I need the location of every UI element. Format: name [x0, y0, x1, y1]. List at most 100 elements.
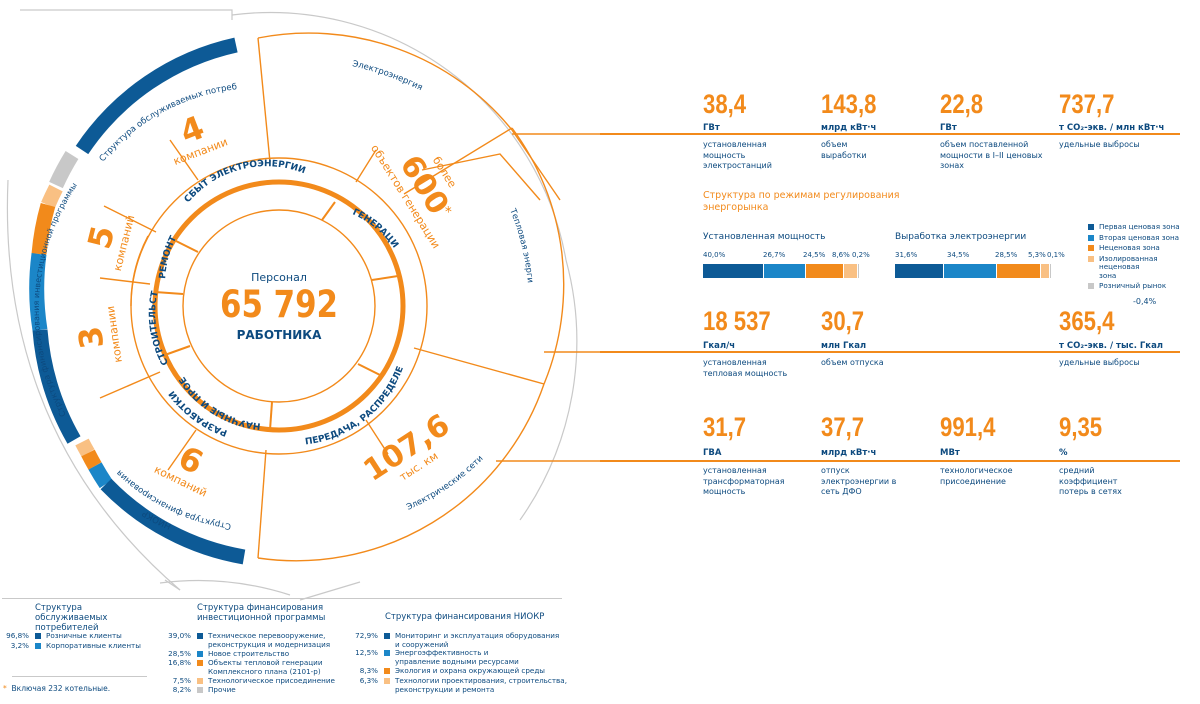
guide-lines — [496, 133, 600, 462]
metric-desc: установленная трансформаторная мощность — [703, 466, 785, 496]
metric-unit: % — [1059, 448, 1068, 458]
row-swatch — [384, 633, 390, 639]
row-swatch — [197, 651, 203, 657]
regime-change: -0,4% — [1133, 297, 1157, 306]
legend-item: Изолированная неценовая зона — [1088, 253, 1188, 281]
row-label: Технологии проектирования, строительства… — [395, 676, 567, 694]
legend-swatch — [1088, 245, 1094, 251]
consumers-row: 3,2% Корпоративные клиенты — [2, 641, 141, 651]
row-value: 7,5% — [172, 676, 191, 685]
installed-bar-segment — [843, 264, 858, 278]
label-remont: РЕМОНТ — [158, 234, 179, 279]
installed-label: 8,6% — [832, 251, 850, 259]
footnote-mark: * — [3, 684, 7, 693]
row-value: 3,2% — [10, 641, 29, 650]
row-label: Розничные клиенты — [46, 631, 122, 640]
bottom-rule — [2, 598, 562, 599]
row-label: Энергоэффективность и управление водными… — [395, 648, 519, 666]
divider-electricity — [600, 133, 1180, 135]
row-swatch — [35, 633, 41, 639]
row-value: 96,8% — [6, 631, 29, 640]
structure-diagram: СБЫТ ЭЛЕКТРОЭНЕРГИИ РЕМОНТ СТРОИТЕЛЬСТВО… — [0, 0, 600, 601]
legend-swatch — [1088, 224, 1094, 230]
legend-item: Розничный рынок — [1088, 281, 1188, 291]
legend-label: Вторая ценовая зона — [1099, 232, 1180, 242]
metric-unit: млрд кВт·ч — [821, 123, 877, 133]
legend-swatch — [1088, 283, 1094, 289]
metric-value: 737,7 — [1059, 89, 1115, 119]
row-value: 6,3% — [359, 676, 378, 685]
installed-labels: 40,0% 26,7% 24,5% 8,6% 0,2% — [703, 251, 870, 263]
metric-desc: объем поставленной мощности в I–II ценов… — [940, 140, 1043, 170]
row-value: 72,9% — [355, 631, 378, 640]
legend-label: Первая ценовая зона — [1099, 222, 1180, 231]
count-stroy: 3 компании — [71, 305, 125, 363]
center-label: Персонал — [251, 271, 307, 284]
row-value: 39,0% — [168, 631, 191, 640]
investment-row: 16,8% Объекты тепловой генерации Комплек… — [165, 658, 328, 676]
metric-unit: ГВА — [703, 448, 722, 458]
niokr-title: Структура финансирования НИОКР — [385, 612, 545, 622]
metric-value: 9,35 — [1059, 412, 1103, 442]
legend-item: Вторая ценовая зона — [1088, 232, 1188, 243]
row-swatch — [384, 678, 390, 684]
svg-text:компании: компании — [104, 305, 125, 363]
generation-label: 0,1% — [1047, 251, 1065, 259]
row-swatch — [197, 678, 203, 684]
legend-item: Неценовая зона — [1088, 243, 1188, 253]
row-swatch — [197, 660, 203, 666]
center-value: 65 792 — [220, 283, 338, 326]
metric-value: 143,8 — [821, 89, 877, 119]
generation-labels: 31,6% 34,5% 28,5% 5,3% 0,1% — [895, 251, 1065, 263]
inner-ring-inner — [182, 209, 376, 403]
row-swatch — [197, 687, 203, 693]
generation-bar — [895, 264, 1051, 278]
metric-value: 31,7 — [703, 412, 747, 442]
metric-desc: объем отпуска — [821, 358, 884, 367]
investment-row: 28,5% Новое строительство — [165, 649, 290, 659]
company-counts: 4 компании 5 компаний 3 компании 6 компа… — [71, 108, 230, 500]
installed-label: 0,2% — [852, 251, 870, 259]
regime-legend: Первая ценовая зона Вторая ценовая зона … — [1088, 222, 1188, 291]
arc-investment-modernization — [32, 329, 81, 444]
row-value: 28,5% — [168, 649, 191, 658]
ring-labels: СБЫТ ЭЛЕКТРОЭНЕРГИИ РЕМОНТ СТРОИТЕЛЬСТВО… — [0, 0, 406, 448]
investment-row: 7,5% Технологическое присоединение — [165, 676, 335, 686]
svg-text:3: 3 — [71, 324, 112, 351]
niokr-row: 8,3% Экология и охрана окружающей среды — [354, 666, 545, 676]
legend-label: Неценовая зона — [1099, 243, 1160, 252]
generation-bar-segment — [1040, 264, 1050, 278]
metric-value: 991,4 — [940, 412, 996, 442]
metric-value: 30,7 — [821, 306, 865, 336]
generation-bar-segment — [943, 264, 997, 278]
row-label: Экология и охрана окружающей среды — [395, 666, 545, 675]
metric-value: 37,7 — [821, 412, 865, 442]
center-block: Персонал 65 792 РАБОТНИКА — [220, 271, 338, 342]
investment-title: Структура финансирования инвестиционной … — [197, 603, 326, 623]
outer-gray-outline — [6, 9, 578, 601]
footnote: * Включая 232 котельные. — [3, 684, 110, 693]
footnote-rule — [12, 676, 147, 677]
arc-investment-thermal — [31, 202, 56, 255]
metric-unit: млрд кВт·ч — [821, 448, 877, 458]
row-label: Прочие — [208, 685, 236, 694]
legend-swatch — [1088, 234, 1094, 241]
row-label: Новое строительство — [208, 649, 290, 658]
installed-bar-segment — [805, 264, 844, 278]
outer-sectors — [257, 32, 565, 562]
center-unit: РАБОТНИКА — [237, 328, 323, 342]
generation-label: 31,6% — [895, 251, 918, 259]
inner-ring-outer — [152, 179, 406, 433]
structure-arcs — [29, 37, 246, 565]
row-value: 12,5% — [355, 648, 378, 657]
generation-bar-segment — [996, 264, 1041, 278]
metric-unit: Гкал/ч — [703, 341, 736, 351]
label-stroitelstvo: СТРОИТЕЛЬСТВО — [0, 0, 171, 367]
generation-title: Выработка электроэнергии — [895, 232, 1027, 242]
arc-niokr-monitoring — [100, 478, 246, 565]
metric-desc: объем выработки — [821, 140, 867, 160]
legend-label: Изолированная неценовая зона — [1099, 253, 1158, 280]
metric-value: 365,4 — [1059, 306, 1115, 336]
consumers-title: Структура обслуживаемых потребителей — [35, 603, 108, 633]
arc-niokr-design — [75, 438, 95, 457]
